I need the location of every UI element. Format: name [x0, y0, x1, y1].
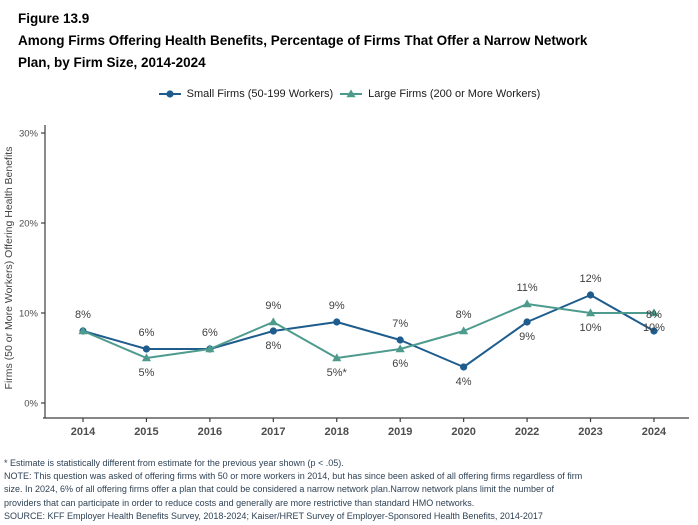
chart-legend: Small Firms (50-199 Workers) Large Firms … [0, 88, 698, 100]
data-label-large-firms-2019: 6% [392, 358, 408, 370]
footnote-line-4: providers that can participate in order … [4, 497, 475, 508]
data-label-small-firms-2019: 7% [392, 318, 408, 330]
marker-large-firms-2020 [459, 326, 469, 335]
data-label-small-firms-2024: 8% [646, 309, 662, 321]
x-tick-label-2014: 2014 [71, 426, 96, 438]
marker-large-firms-2017 [268, 317, 278, 326]
y-tick-label: 0% [24, 399, 38, 410]
data-label-small-firms-2016: 6% [202, 327, 218, 339]
marker-small-firms-2015 [142, 345, 151, 353]
axes: 0% 10% 20% 30% 2014 2015 2016 2017 2018 2019 2020 2… [19, 125, 689, 438]
footnote-line-1: * Estimate is statistically different fr… [4, 458, 344, 468]
legend-label-large-firms: Large Firms (200 or More Workers) [368, 88, 541, 100]
data-label-small-firms-2023: 12% [580, 273, 602, 285]
series-line-large-firms [82, 303, 654, 359]
data-label-large-firms-2015: 5% [138, 367, 154, 379]
data-label-small-firms-2017: 8% [265, 340, 281, 352]
figure-title-line2: Plan, by Firm Size, 2014-2024 [18, 55, 206, 70]
data-label-small-firms-2020: 4% [456, 376, 472, 388]
marker-large-firms-2014 [78, 326, 88, 335]
marker-large-firms-2016 [205, 344, 215, 353]
data-label-small-firms-2022: 9% [519, 331, 535, 343]
marker-large-firms-2019 [395, 344, 405, 353]
x-tick-label-2015: 2015 [134, 426, 158, 438]
x-tick-label-2017: 2017 [261, 426, 285, 438]
triangle-marker-icon [340, 89, 363, 98]
x-tick-label-2018: 2018 [325, 426, 349, 438]
x-tick-label-2022: 2022 [515, 426, 539, 438]
figure-title: Among Firms Offering Health Benefits, Pe… [18, 30, 678, 74]
y-tick-label: 30% [19, 129, 39, 140]
footnote-line-2: NOTE: This question was asked of offerin… [4, 471, 583, 482]
x-tick-label-2020: 2020 [451, 426, 475, 438]
data-label-large-firms-2020: 8% [456, 309, 472, 321]
marker-large-firms-2022 [522, 299, 532, 308]
x-tick-label-2019: 2019 [388, 426, 412, 438]
footnote-line-5: SOURCE: KFF Employer Health Benefits Sur… [4, 510, 543, 521]
data-labels-small-firms: 8% 6% 6% 8% 9% 7% 4% 9% 12% 8% [75, 273, 662, 388]
line-chart-canvas: 0% 10% 20% 30% 2014 2015 2016 2017 2018 2019 2020 2… [3, 125, 689, 438]
marker-small-firms-2018 [333, 318, 341, 326]
data-label-large-firms-2018: 5%* [327, 367, 348, 379]
marker-large-firms-2023 [585, 308, 596, 317]
data-label-small-firms-2018: 9% [329, 300, 345, 312]
data-label-large-firms-2022: 11% [516, 282, 537, 294]
series-small-firms [79, 291, 658, 371]
marker-small-firms-2022 [523, 318, 531, 326]
data-label-large-firms-2024: 10% [643, 322, 665, 334]
footnote-line-3: size. In 2024, 6% of all offering firms … [4, 484, 554, 495]
marker-small-firms-2020 [460, 363, 468, 371]
series-line-small-firms [82, 294, 655, 368]
legend-label-small-firms: Small Firms (50-199 Workers) [186, 88, 334, 100]
data-label-large-firms-2023: 10% [580, 322, 602, 334]
footnotes: * Estimate is statistically different fr… [4, 457, 696, 523]
x-tick-label-2023: 2023 [578, 426, 602, 438]
figure-number: Figure 13.9 [18, 11, 90, 26]
data-label-small-firms-2015: 6% [138, 327, 154, 339]
legend-item-small-firms: Small Firms (50-199 Workers) [158, 88, 334, 100]
marker-small-firms-2024 [650, 327, 658, 335]
title-block: Figure 13.9 Among Firms Offering Health … [18, 8, 678, 74]
figure-title-line1: Among Firms Offering Health Benefits, Pe… [18, 33, 588, 48]
data-labels-large-firms: 5% 9% 5%* 6% 8% 11% 10% 10% [138, 282, 665, 379]
y-tick-label: 20% [19, 219, 39, 230]
y-tick-label: 10% [19, 309, 39, 320]
data-label-large-firms-2017: 9% [265, 300, 281, 312]
marker-large-firms-2015 [141, 353, 152, 362]
y-axis-title: Firms (50 or More Workers) Offering Heal… [3, 147, 15, 390]
marker-large-firms-2024 [649, 308, 659, 317]
marker-small-firms-2019 [396, 336, 404, 344]
legend-item-large-firms: Large Firms (200 or More Workers) [339, 88, 540, 100]
marker-large-firms-2018 [332, 353, 342, 362]
x-tick-label-2016: 2016 [198, 426, 222, 438]
data-label-small-firms-2014: 8% [75, 309, 91, 321]
circle-marker-icon [158, 90, 181, 98]
series-large-firms [78, 299, 659, 362]
marker-small-firms-2023 [586, 291, 595, 299]
x-tick-label-2024: 2024 [642, 426, 667, 438]
marker-small-firms-2017 [269, 327, 277, 335]
